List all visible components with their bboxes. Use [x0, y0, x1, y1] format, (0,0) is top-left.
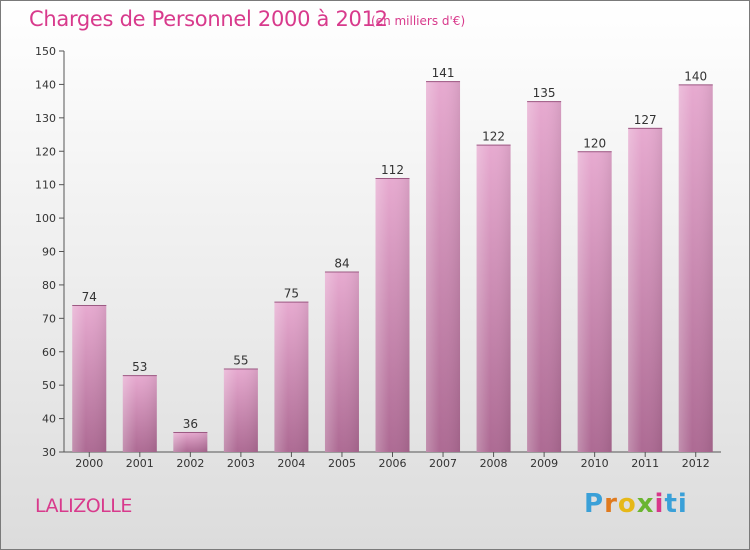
- data-label: 140: [684, 69, 707, 83]
- data-label: 120: [583, 136, 606, 150]
- bar-shine: [274, 301, 309, 452]
- bar-shine: [223, 368, 258, 452]
- x-tick-label: 2002: [176, 457, 204, 470]
- y-tick-label: 140: [35, 78, 56, 91]
- data-label: 127: [634, 113, 657, 127]
- chart-subtitle: (en milliers d'€): [371, 14, 466, 28]
- y-tick-label: 80: [42, 279, 56, 292]
- bar-shine: [72, 304, 107, 452]
- bar-shine: [628, 127, 663, 452]
- bar-shine: [375, 177, 410, 452]
- x-axis: 2000 2001 2002 2003 2004 2005 2006 2007 2008 2009…: [64, 451, 721, 470]
- x-tick-label: 2009: [530, 457, 558, 470]
- data-label: 84: [334, 257, 349, 271]
- logo-letter: r: [604, 489, 618, 519]
- y-tick-label: 150: [35, 45, 56, 58]
- commune-name: LALIZOLLE: [35, 495, 132, 517]
- bars: [72, 81, 713, 453]
- x-tick-label: 2010: [581, 457, 609, 470]
- x-tick-label: 2000: [75, 457, 103, 470]
- y-tick-label: 120: [35, 145, 56, 158]
- logo-letter: i: [654, 489, 665, 519]
- y-tick-label: 40: [42, 413, 56, 426]
- data-label: 122: [482, 130, 505, 144]
- data-label: 112: [381, 163, 404, 177]
- bar-shine: [527, 101, 562, 452]
- proxiti-logo[interactable]: Proxiti: [584, 489, 688, 519]
- x-tick-label: 2007: [429, 457, 457, 470]
- x-tick-label: 2004: [277, 457, 305, 470]
- x-tick-label: 2011: [631, 457, 659, 470]
- x-tick-label: 2006: [379, 457, 407, 470]
- data-label: 55: [233, 353, 248, 367]
- logo-letter: o: [617, 489, 637, 519]
- y-tick-label: 110: [35, 179, 56, 192]
- x-tick-label: 2001: [126, 457, 154, 470]
- y-tick-label: 60: [42, 346, 56, 359]
- data-label: 135: [533, 86, 556, 100]
- bar-shine: [173, 431, 208, 452]
- y-tick-label: 30: [42, 446, 56, 459]
- logo-letter: x: [636, 489, 655, 519]
- y-tick-label: 90: [42, 246, 56, 259]
- x-tick-label: 2008: [480, 457, 508, 470]
- data-labels: 74 53 36 55 75 84 112 141 122 135 120 127 140: [82, 66, 708, 431]
- bar-shine: [122, 375, 157, 452]
- logo-letter: P: [584, 489, 605, 519]
- y-tick-label: 130: [35, 112, 56, 125]
- bar-shine: [324, 271, 359, 452]
- chart-title: Charges de Personnel 2000 à 2012: [29, 7, 388, 31]
- data-label: 74: [82, 290, 97, 304]
- data-label: 36: [183, 417, 198, 431]
- data-label: 75: [284, 287, 299, 301]
- x-tick-label: 2012: [682, 457, 710, 470]
- bar-shine: [678, 84, 713, 453]
- x-tick-label: 2003: [227, 457, 255, 470]
- data-label: 141: [432, 66, 455, 80]
- bar-shine: [476, 144, 511, 453]
- data-label: 53: [132, 360, 147, 374]
- y-axis: 30 40 50 60 70 80 90 100 110 120 130 140 150: [35, 45, 65, 459]
- y-tick-label: 70: [42, 312, 56, 325]
- bar-shine: [577, 151, 612, 452]
- bar-shine: [426, 81, 461, 452]
- y-tick-label: 100: [35, 212, 56, 225]
- y-tick-label: 50: [42, 379, 56, 392]
- logo-letter: ti: [664, 489, 688, 519]
- x-tick-label: 2005: [328, 457, 356, 470]
